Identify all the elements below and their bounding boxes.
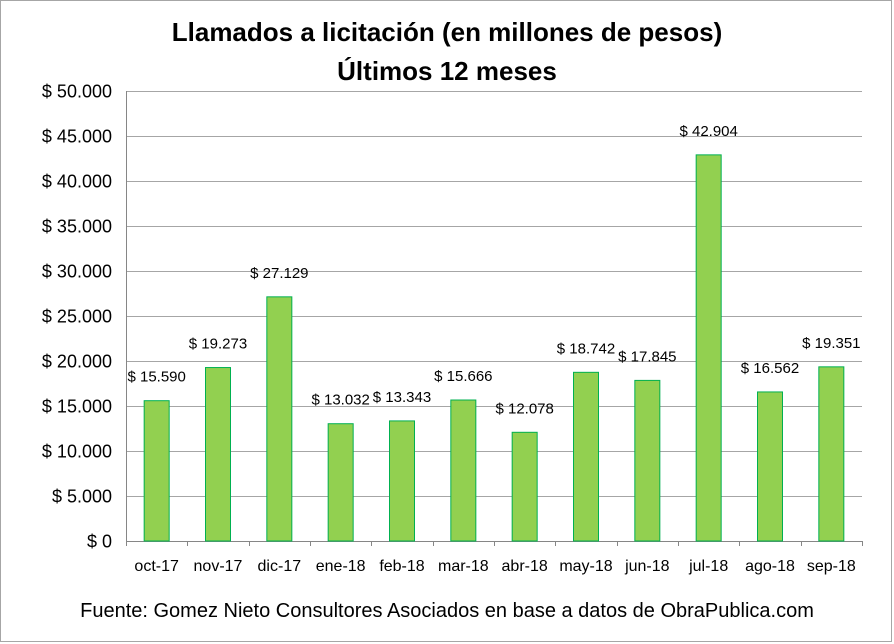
y-tick-label: $ 35.000 xyxy=(42,217,112,237)
bar xyxy=(389,420,415,542)
x-tick-label: oct-17 xyxy=(134,558,179,575)
y-tick-label: $ 15.000 xyxy=(42,397,112,417)
bar xyxy=(634,379,661,542)
data-label: $ 19.351 xyxy=(802,335,860,352)
data-label: $ 12.078 xyxy=(495,400,553,417)
x-tick-label: abr-18 xyxy=(502,558,548,575)
data-label: $ 15.666 xyxy=(434,368,492,385)
y-tick-label: $ 10.000 xyxy=(42,442,112,462)
y-tick-label: $ 40.000 xyxy=(42,172,112,192)
data-label: $ 16.562 xyxy=(741,360,799,377)
x-tick-label: mar-18 xyxy=(438,558,489,575)
x-tick-label: ene-18 xyxy=(316,558,366,575)
x-tick-label: jul-18 xyxy=(688,558,728,575)
data-label: $ 19.273 xyxy=(189,336,247,353)
y-tick-label: $ 5.000 xyxy=(52,487,112,507)
bar xyxy=(327,423,354,542)
x-tick-label: jun-18 xyxy=(624,558,670,575)
data-label: $ 18.742 xyxy=(557,340,615,357)
source-note: Fuente: Gomez Nieto Consultores Asociado… xyxy=(80,600,814,622)
chart-title: Llamados a licitación (en millones de pe… xyxy=(171,17,723,47)
bar xyxy=(695,154,722,542)
bar xyxy=(143,400,170,542)
data-label: $ 15.590 xyxy=(127,369,185,386)
x-tick-label: may-18 xyxy=(559,558,612,575)
y-tick-label: $ 25.000 xyxy=(42,307,112,327)
x-tick-label: ago-18 xyxy=(745,558,795,575)
bar xyxy=(450,399,477,542)
x-tick-label: feb-18 xyxy=(379,558,424,575)
y-tick-label: $ 50.000 xyxy=(42,82,112,102)
x-tick-label: dic-17 xyxy=(258,558,302,575)
data-label: $ 17.845 xyxy=(618,348,676,365)
x-tick-label: sep-18 xyxy=(807,558,856,575)
data-label: $ 13.032 xyxy=(311,392,369,409)
bar xyxy=(205,367,231,542)
data-label: $ 13.343 xyxy=(373,389,431,406)
bar xyxy=(573,371,599,542)
bar xyxy=(511,431,538,542)
bar xyxy=(266,296,293,542)
x-tick-label: nov-17 xyxy=(194,558,243,575)
y-tick-label: $ 0 xyxy=(87,532,112,552)
y-tick-label: $ 45.000 xyxy=(42,127,112,147)
chart-subtitle: Últimos 12 meses xyxy=(337,56,557,86)
y-tick-label: $ 20.000 xyxy=(42,352,112,372)
y-tick-label: $ 30.000 xyxy=(42,262,112,282)
bar xyxy=(818,366,845,542)
bar xyxy=(757,391,783,542)
data-label: $ 42.904 xyxy=(679,123,737,140)
data-label: $ 27.129 xyxy=(250,265,308,282)
